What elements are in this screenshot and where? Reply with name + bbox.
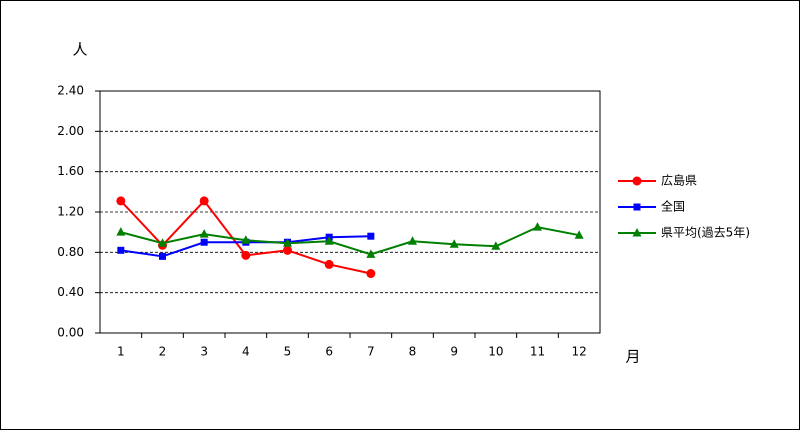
marker [158, 238, 167, 247]
y-tick-label: 2.40 [57, 84, 84, 98]
marker [116, 196, 126, 206]
x-tick-label: 5 [284, 345, 292, 359]
marker [241, 235, 251, 244]
x-tick-label: 7 [367, 345, 375, 359]
x-tick-label: 10 [488, 345, 503, 359]
x-axis-label: 月 [625, 348, 640, 366]
x-tick-label: 6 [325, 345, 333, 359]
marker [324, 259, 334, 269]
legend-label: 広島県 [661, 173, 697, 188]
marker [408, 236, 417, 245]
legend-marker [632, 176, 642, 186]
legend-marker [633, 203, 641, 211]
y-tick-label: 0.80 [57, 245, 84, 259]
y-axis-label: 人 [72, 41, 87, 59]
marker [200, 238, 208, 246]
x-tick-label: 3 [200, 345, 208, 359]
marker [366, 269, 376, 279]
y-tick-label: 2.00 [57, 124, 84, 138]
marker [533, 222, 542, 231]
y-tick-label: 0.40 [57, 285, 84, 299]
marker [449, 239, 459, 248]
x-tick-label: 11 [530, 345, 545, 359]
marker [241, 250, 251, 260]
marker [574, 230, 584, 239]
marker [283, 238, 292, 247]
marker [491, 241, 501, 250]
legend-label: 県平均(過去5年) [661, 226, 750, 240]
x-tick-label: 1 [117, 345, 125, 359]
x-tick-label: 4 [242, 345, 250, 359]
series-line [120, 226, 580, 256]
legend-marker [632, 228, 642, 237]
marker [116, 227, 126, 236]
x-tick-label: 12 [572, 345, 587, 359]
marker [283, 245, 292, 255]
marker [366, 249, 376, 258]
marker [159, 252, 166, 260]
x-tick-label: 9 [450, 345, 458, 359]
marker [367, 232, 375, 240]
marker [324, 236, 334, 245]
marker [117, 246, 125, 254]
legend-label: 全国 [661, 199, 685, 214]
y-tick-label: 1.20 [57, 205, 84, 219]
y-tick-label: 1.60 [57, 164, 84, 178]
marker [199, 229, 209, 238]
x-tick-label: 2 [159, 345, 167, 359]
marker [199, 196, 209, 206]
y-tick-label: 0.00 [57, 326, 84, 340]
x-tick-label: 8 [409, 345, 417, 359]
